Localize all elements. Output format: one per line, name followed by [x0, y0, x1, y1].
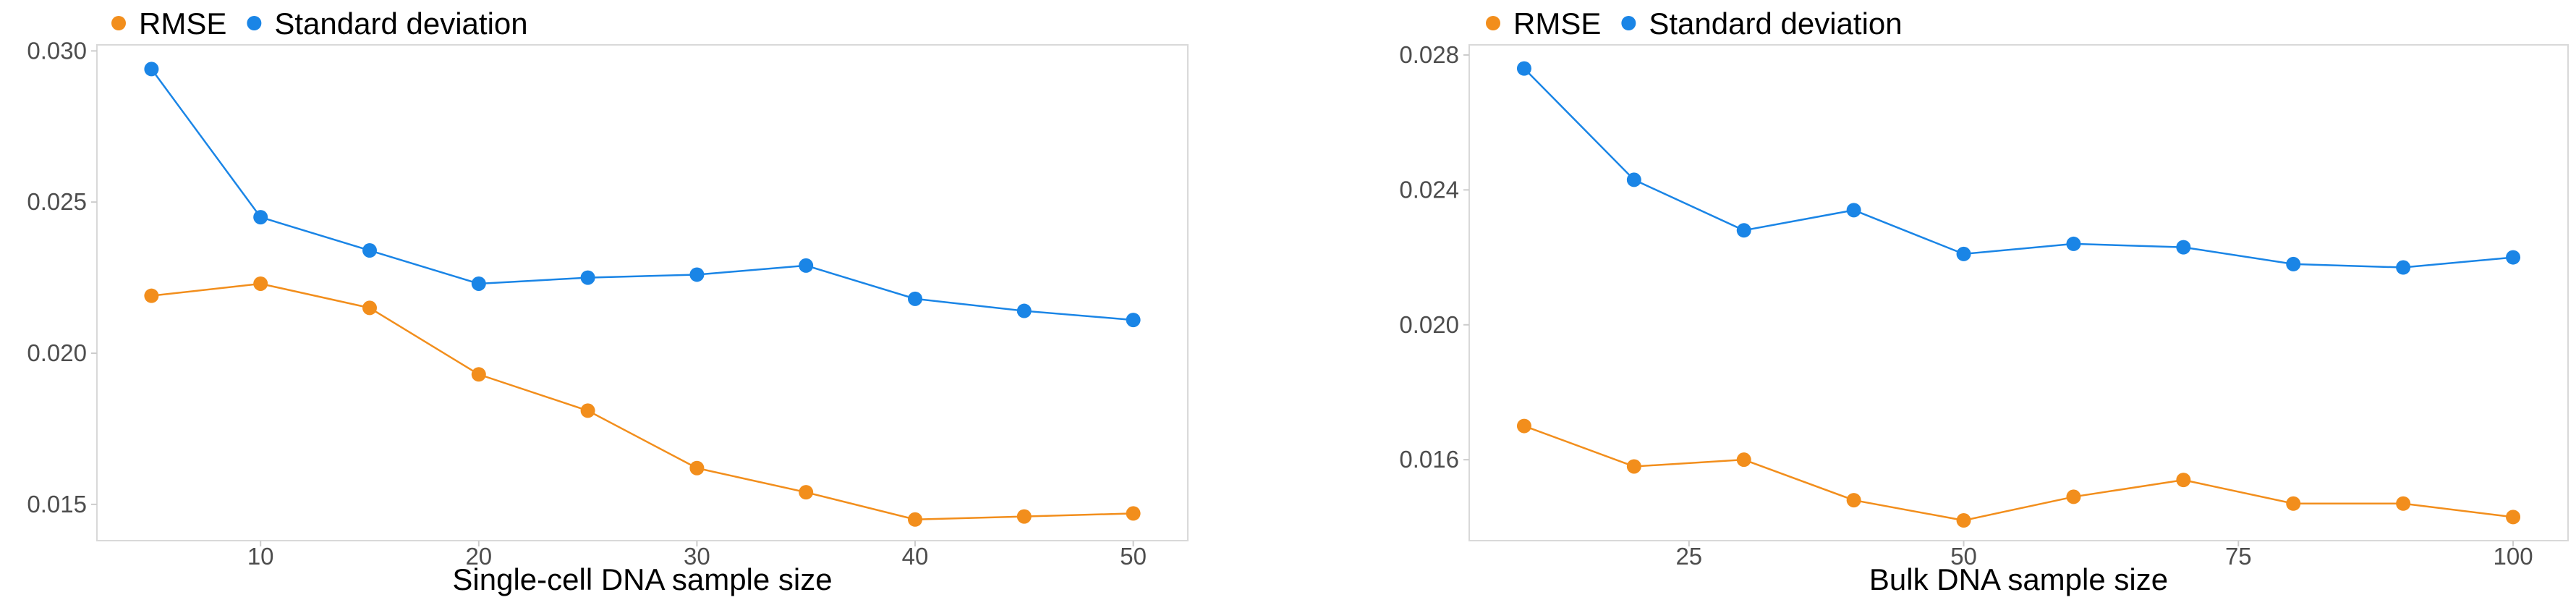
data-point-standard-deviation: [362, 243, 377, 258]
y-tick-label: 0.025: [27, 188, 87, 215]
series-line-standard-deviation: [150, 68, 1134, 321]
x-axis-title: Single-cell DNA sample size: [452, 562, 832, 596]
data-point-rmse: [1956, 513, 1971, 528]
data-point-standard-deviation: [1126, 313, 1141, 328]
legend-label-standard-deviation: Standard deviation: [274, 7, 527, 41]
data-point-rmse: [362, 300, 377, 316]
data-point-rmse: [908, 512, 922, 527]
data-point-rmse: [1516, 418, 1531, 434]
series-line-standard-deviation: [1523, 67, 2514, 269]
plot-area-border: [96, 44, 1189, 541]
x-tick-label: 50: [1950, 543, 1977, 570]
data-point-standard-deviation: [253, 210, 268, 225]
series-line-rmse: [1523, 425, 2514, 522]
data-point-rmse: [471, 367, 486, 382]
data-point-rmse: [144, 288, 159, 303]
x-tick-label: 10: [247, 543, 274, 570]
legend-key-standard-deviation: [247, 16, 262, 30]
data-point-rmse: [580, 403, 595, 418]
legend-label-rmse: RMSE: [1513, 7, 1601, 41]
data-point-rmse: [2286, 496, 2301, 511]
data-point-rmse: [1736, 452, 1751, 468]
data-point-standard-deviation: [2396, 260, 2411, 275]
y-tick-label: 0.016: [1399, 446, 1459, 473]
data-point-rmse: [253, 276, 268, 291]
legend-label-standard-deviation: Standard deviation: [1649, 7, 1902, 41]
chart-panel-2: 0.016 0.020 0.024 0.028 25 50 75 100 Bulk DNA sa…: [1399, 7, 2569, 596]
data-point-standard-deviation: [2066, 236, 2081, 251]
legend-key-rmse: [1486, 16, 1500, 30]
legend-key-rmse: [111, 16, 126, 30]
legend-key-standard-deviation: [1621, 16, 1636, 30]
y-tick-label: 0.020: [27, 339, 87, 366]
data-point-rmse: [2066, 489, 2081, 504]
data-point-rmse: [1846, 493, 1861, 508]
data-point-standard-deviation: [2286, 256, 2301, 271]
x-tick-label: 100: [2494, 543, 2533, 570]
data-point-rmse: [799, 485, 814, 500]
data-point-standard-deviation: [580, 270, 595, 285]
y-tick-label: 0.020: [1399, 311, 1459, 338]
data-point-rmse: [1626, 459, 1641, 474]
data-point-rmse: [1126, 506, 1141, 521]
data-point-standard-deviation: [1016, 303, 1032, 318]
y-tick-label: 0.030: [27, 37, 87, 64]
series-line-rmse: [151, 282, 1134, 521]
data-point-rmse: [2176, 473, 2191, 488]
x-tick-label: 30: [684, 543, 710, 570]
data-point-standard-deviation: [471, 276, 486, 291]
data-point-rmse: [2506, 510, 2521, 525]
data-point-standard-deviation: [1846, 203, 1861, 218]
x-tick-label: 20: [465, 543, 492, 570]
y-tick-label: 0.028: [1399, 41, 1459, 68]
data-point-standard-deviation: [1956, 246, 1971, 261]
data-point-rmse: [2396, 496, 2411, 511]
x-tick-label: 40: [902, 543, 929, 570]
data-point-standard-deviation: [144, 62, 159, 77]
y-tick-label: 0.015: [27, 491, 87, 517]
data-point-standard-deviation: [2176, 240, 2191, 255]
x-tick-label: 25: [1675, 543, 1702, 570]
data-point-standard-deviation: [1516, 61, 1531, 76]
legend-label-rmse: RMSE: [139, 7, 226, 41]
chart-panel-1: 0.015 0.020 0.025 0.030 10 20 30 40 50 Single-cel…: [27, 7, 1189, 596]
y-tick-label: 0.024: [1399, 176, 1459, 203]
x-tick-label: 75: [2225, 543, 2252, 570]
data-point-rmse: [689, 460, 705, 476]
data-point-rmse: [1016, 509, 1032, 524]
data-point-standard-deviation: [1626, 172, 1641, 187]
data-point-standard-deviation: [1736, 223, 1751, 238]
data-point-standard-deviation: [908, 291, 922, 306]
x-axis-title: Bulk DNA sample size: [1869, 562, 2168, 596]
data-point-standard-deviation: [2506, 250, 2521, 265]
x-tick-label: 50: [1120, 543, 1147, 570]
data-point-standard-deviation: [799, 258, 814, 273]
data-point-standard-deviation: [689, 267, 705, 282]
plot-area-border: [1468, 44, 2569, 541]
